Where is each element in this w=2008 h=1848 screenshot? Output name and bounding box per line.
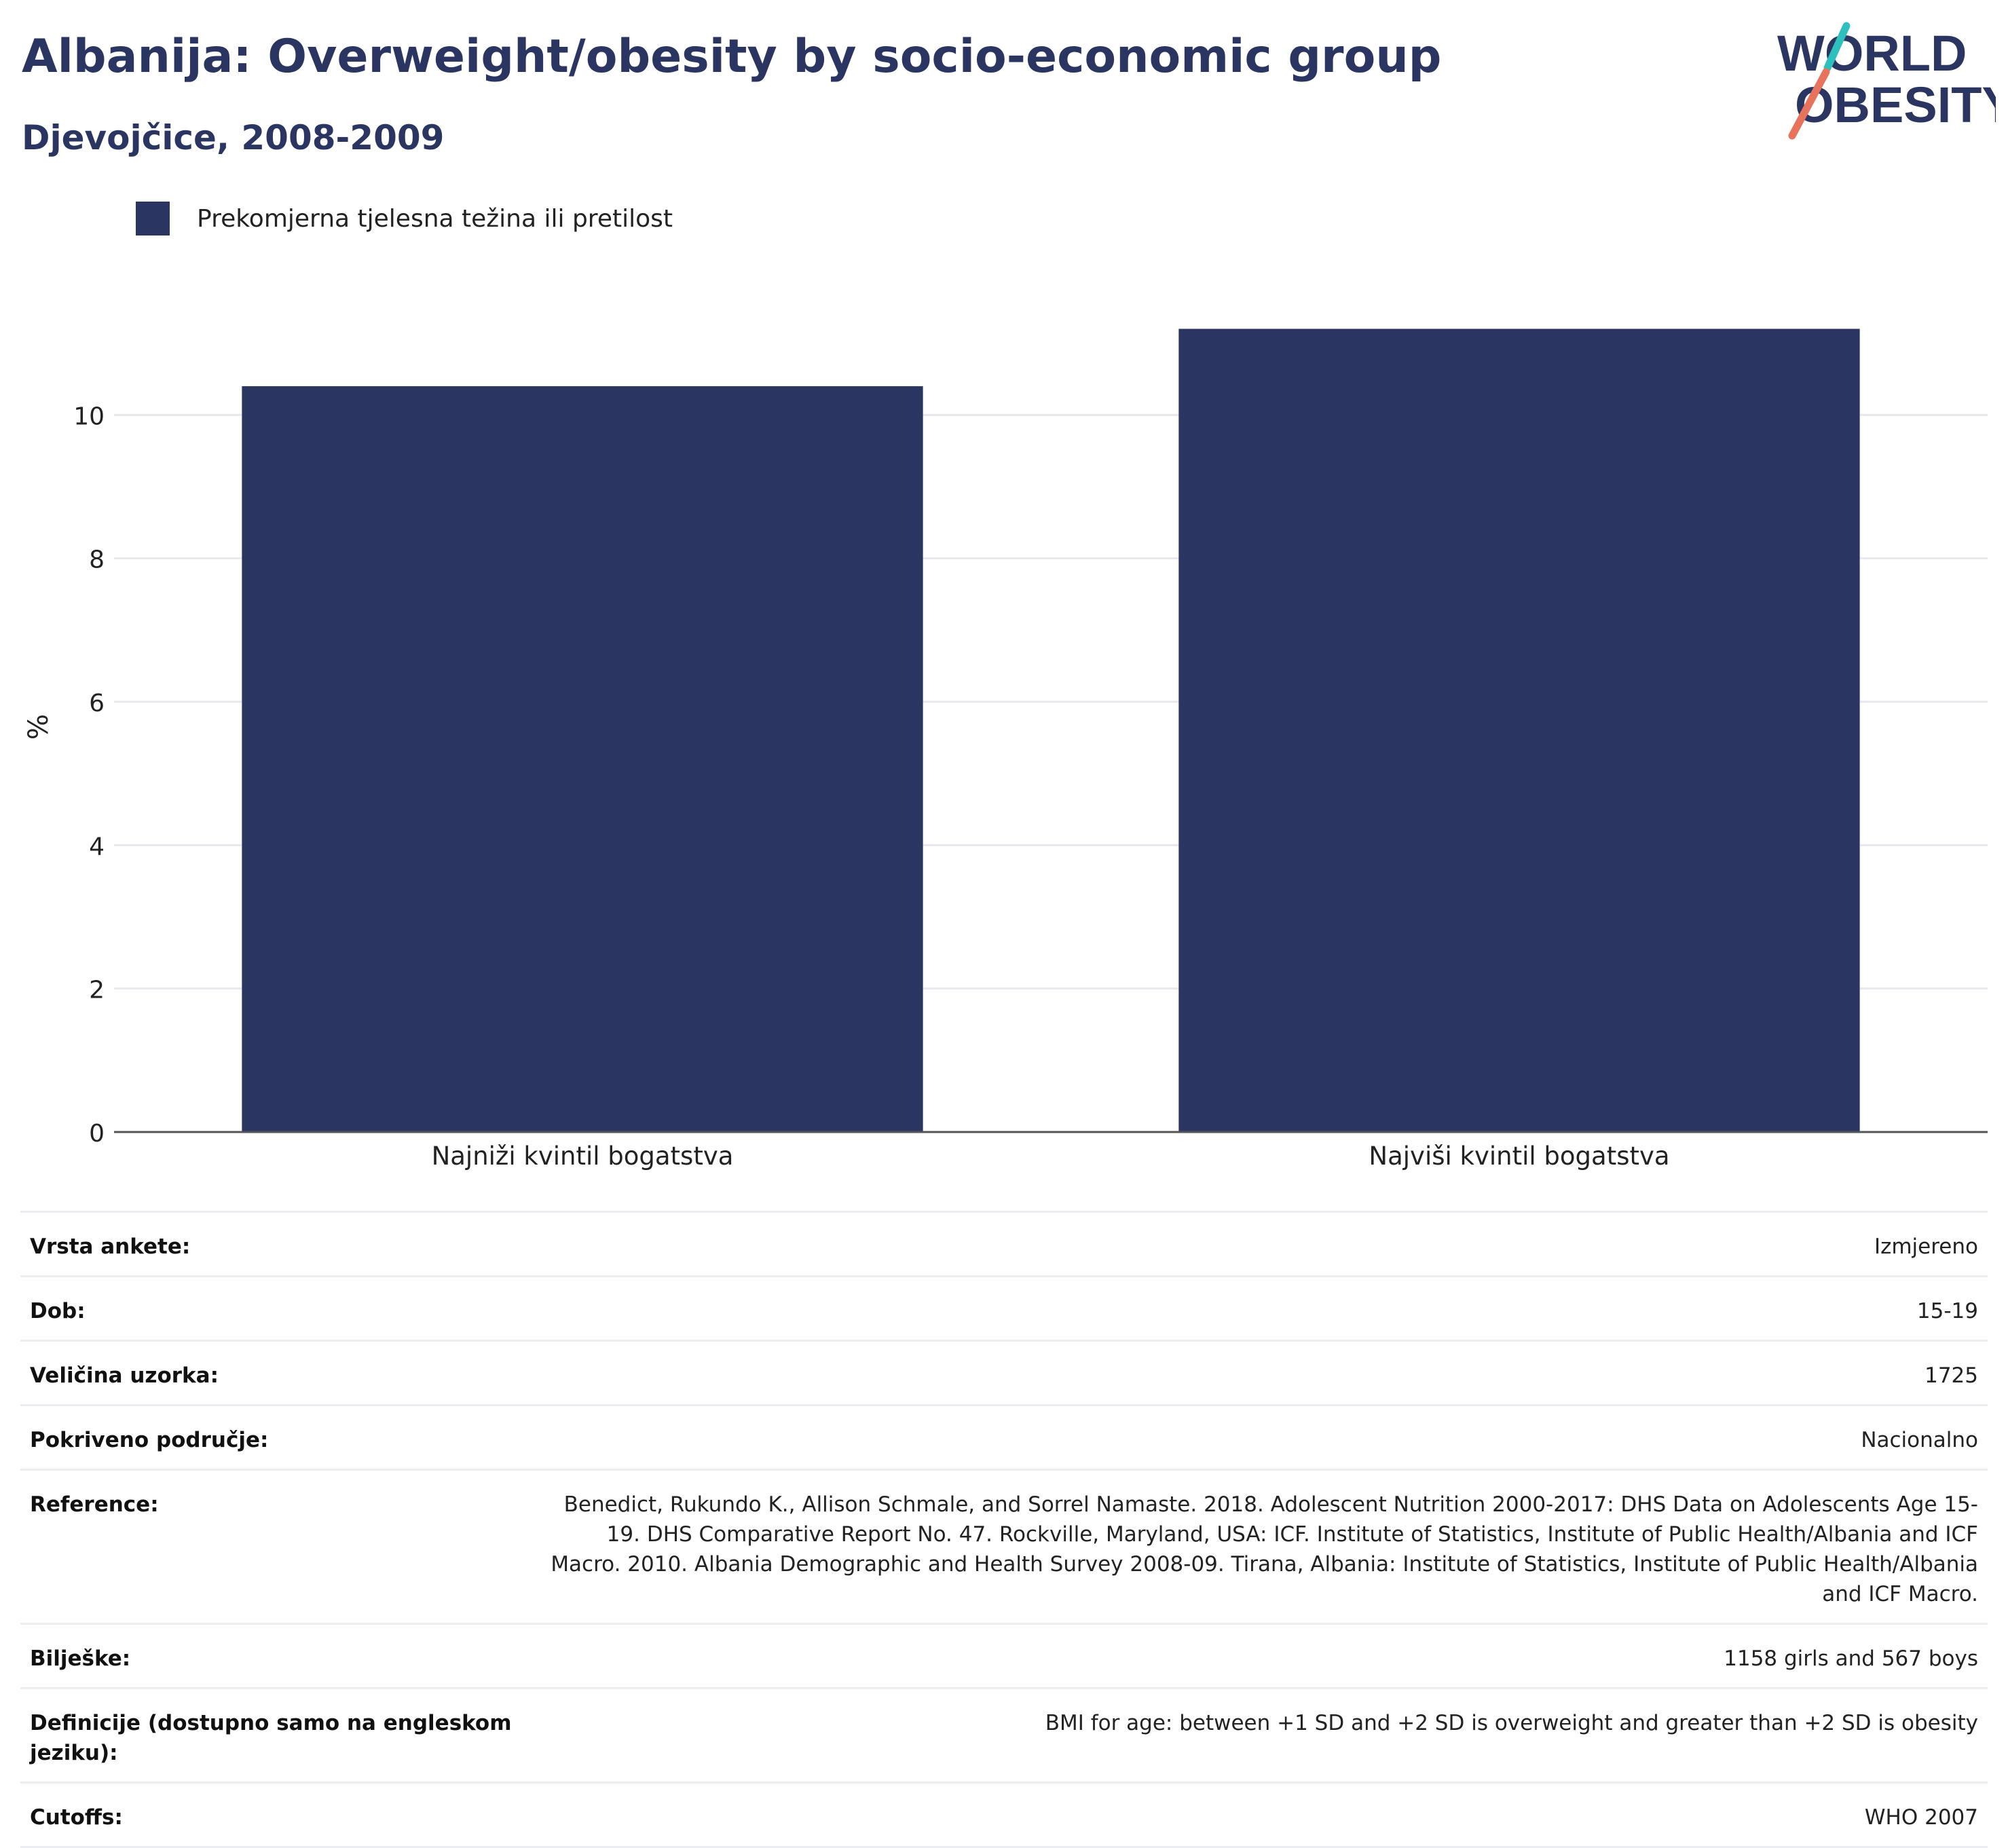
world-obesity-logo: WORLD OBESITY (1777, 22, 1996, 140)
bar (1178, 328, 1860, 1132)
info-label: Reference: (20, 1469, 528, 1624)
logo-word-obesity: OBESITY (1795, 77, 1996, 133)
info-row: Pokriveno područje: Nacionalno (20, 1404, 1988, 1470)
info-value: Benedict, Rukundo K., Allison Schmale, a… (528, 1469, 1988, 1624)
tick-labels: 0 2 4 6 8 10 Najniži kvintil bogatstva Najviši … (73, 402, 1669, 1171)
chart-title: Albanija: Overweight/obesity by socio-ec… (22, 30, 1442, 83)
info-label: Pokriveno područje: (20, 1404, 528, 1470)
y-tick-label: 4 (89, 833, 105, 861)
logo-slash-coral (1788, 68, 1830, 140)
bars (242, 328, 1860, 1132)
logo-word-world: WORLD (1777, 25, 1967, 81)
y-tick-label: 2 (89, 977, 105, 1004)
y-tick-label: 6 (89, 690, 105, 717)
bar-chart: 0 2 4 6 8 10 Najniži kvintil bogatstva Najviši … (73, 328, 1988, 1171)
info-value: Nacionalno (528, 1404, 1988, 1470)
info-value: Izmjereno (528, 1211, 1988, 1277)
y-tick-label: 0 (89, 1120, 105, 1148)
info-row: Bilješke: 1158 girls and 567 boys (20, 1623, 1988, 1689)
logo-slash-teal (1823, 22, 1851, 72)
info-value: BMI for age: between +1 SD and +2 SD is … (528, 1687, 1988, 1783)
info-label: Dob: (20, 1275, 528, 1341)
info-label: Bilješke: (20, 1623, 528, 1689)
info-value: 15-19 (528, 1275, 1988, 1341)
info-value: 1158 girls and 567 boys (528, 1623, 1988, 1689)
info-row: Vrsta ankete: Izmjereno (20, 1211, 1988, 1277)
y-tick-label: 8 (89, 546, 105, 574)
info-row: Reference: Benedict, Rukundo K., Allison … (20, 1469, 1988, 1624)
info-row: Cutoffs: WHO 2007 (20, 1781, 1988, 1848)
info-row: Veličina uzorka: 1725 (20, 1340, 1988, 1406)
info-label: Definicije (dostupno samo na engleskom j… (20, 1687, 528, 1783)
info-row: Dob: 15-19 (20, 1275, 1988, 1341)
info-label: Vrsta ankete: (20, 1211, 528, 1277)
x-tick-label: Najviši kvintil bogatstva (1369, 1142, 1669, 1171)
survey-info-table: Vrsta ankete: Izmjereno Dob: 15-19 Veličina … (20, 1211, 1988, 1848)
legend-label: Prekomjerna tjelesna težina ili pretilos… (197, 204, 673, 233)
chart-subtitle: Djevojčice, 2008-2009 (22, 118, 445, 157)
x-tick-label: Najniži kvintil bogatstva (432, 1142, 734, 1171)
info-value: 1725 (528, 1340, 1988, 1406)
info-row: Definicije (dostupno samo na engleskom j… (20, 1687, 1988, 1783)
y-tick-label: 10 (73, 402, 105, 430)
legend-swatch (136, 202, 170, 235)
legend: Prekomjerna tjelesna težina ili pretilos… (136, 201, 673, 236)
info-value: WHO 2007 (528, 1781, 1988, 1848)
info-label: Veličina uzorka: (20, 1340, 528, 1406)
bar (242, 386, 923, 1132)
info-label: Cutoffs: (20, 1781, 528, 1848)
